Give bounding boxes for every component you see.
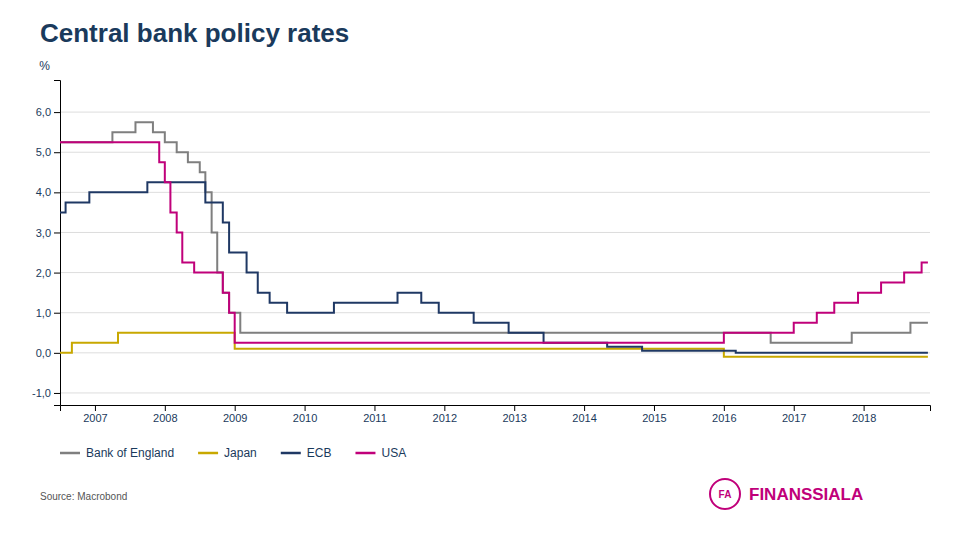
x-tick-label: 2011 [363,412,387,424]
x-tick-label: 2016 [712,412,736,424]
chart-container: Central bank policy rates -1,0 0,0 1,0 2,0 3,… [0,0,960,540]
y-tick-label: 0,0 [36,347,51,359]
logo-circle [710,479,740,509]
x-tick: 2018 [852,405,876,424]
x-tick-mark [584,405,585,411]
series-line [60,122,928,343]
x-tick-label: 2009 [223,412,247,424]
logo-text: FINANSSIALA [749,485,863,504]
x-tick-mark [305,405,306,411]
y-tick: -1,0 [32,387,60,399]
legend-label: USA [381,446,406,460]
y-tick: 5,0 [36,146,60,158]
y-tick: 3,0 [36,226,60,238]
legend-item: Bank of England [60,446,174,460]
y-tick-mark [54,273,60,274]
x-tick: 2014 [572,405,596,424]
legend-label: ECB [307,446,332,460]
series-line [60,182,928,353]
y-tick-label: 3,0 [36,226,51,238]
title: Central bank policy rates [40,18,349,48]
series-group [60,122,928,357]
x-tick-mark [95,405,96,411]
grid-line [60,192,930,193]
legend-label: Bank of England [86,446,174,460]
x-tick-label: 2018 [852,412,876,424]
x-tick-mark [794,405,795,411]
x-tick: 2017 [782,405,806,424]
y-tick: 6,0 [36,106,60,118]
y-axis: -1,0 0,0 1,0 2,0 3,0 4,0 5,0 6,0 [32,81,60,406]
x-tick: 2007 [83,405,107,424]
y-tick-mark [54,232,60,233]
x-axis-line [61,406,931,412]
y-label: % [39,59,50,73]
legend-item: Japan [198,446,257,460]
x-tick-label: 2017 [782,412,806,424]
legend-swatch [281,452,301,455]
legend-swatch [355,452,375,455]
x-tick-label: 2010 [293,412,317,424]
logo-mark: FA [719,489,732,500]
grid-line [60,272,930,273]
x-tick-mark [654,405,655,411]
y-axis-line [54,81,61,406]
y-tick-label: 6,0 [36,106,51,118]
legend-swatch [60,452,80,455]
legend-item: ECB [281,446,332,460]
x-tick: 2013 [502,405,526,424]
x-tick-label: 2015 [642,412,666,424]
x-tick: 2012 [433,405,457,424]
x-tick: 2009 [223,405,247,424]
x-tick: 2016 [712,405,736,424]
y-tick-mark [54,353,60,354]
x-tick-mark [374,405,375,411]
y-tick-mark [54,393,60,394]
y-tick-mark [54,313,60,314]
y-tick-label: -1,0 [32,387,51,399]
x-tick: 2011 [363,405,387,424]
y-tick-label: 4,0 [36,186,51,198]
grid-line [60,112,930,113]
x-tick-mark [864,405,865,411]
y-tick: 2,0 [36,267,60,279]
grid-line [60,232,930,233]
grid [60,112,930,393]
legend-label: Japan [224,446,257,460]
y-tick: 4,0 [36,186,60,198]
legend-item: USA [355,446,406,460]
source: Source: Macrobond [40,491,127,502]
y-tick-label: 2,0 [36,267,51,279]
x-tick-mark [514,405,515,411]
y-tick-label: 5,0 [36,146,51,158]
chart: Central bank policy rates -1,0 0,0 1,0 2,0 3,… [0,0,960,540]
x-tick-mark [235,405,236,411]
y-tick-mark [54,112,60,113]
y-tick: 1,0 [36,307,60,319]
x-tick-label: 2014 [572,412,596,424]
x-tick-label: 2008 [153,412,177,424]
x-tick-mark [724,405,725,411]
grid-line [60,312,930,313]
y-tick-mark [54,152,60,153]
x-tick: 2015 [642,405,666,424]
x-tick-label: 2012 [433,412,457,424]
grid-line [60,152,930,153]
plot: -1,0 0,0 1,0 2,0 3,0 4,0 5,0 6,0 2007 2008 2009 201… [32,81,930,424]
x-tick-mark [165,405,166,411]
legend-swatch [198,452,218,455]
y-tick-mark [54,192,60,193]
legend: Bank of England Japan ECB USA [60,446,406,460]
x-tick: 2010 [293,405,317,424]
grid-line [60,392,930,393]
y-tick: 0,0 [36,347,60,359]
x-axis: 2007 2008 2009 2010 2011 2012 2013 2014 2015 2016… [61,405,931,424]
y-tick-label: 1,0 [36,307,51,319]
series-line [60,142,928,343]
x-tick-mark [444,405,445,411]
x-tick-label: 2007 [83,412,107,424]
x-tick-label: 2013 [502,412,526,424]
x-tick: 2008 [153,405,177,424]
